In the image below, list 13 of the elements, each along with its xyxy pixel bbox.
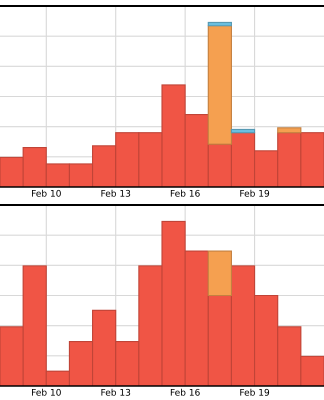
x-tick-label: Feb 13 [101, 190, 130, 197]
x-tick-label: Feb 16 [170, 190, 200, 197]
bar [230, 128, 256, 134]
bar [277, 127, 302, 134]
x-tick-label: Feb 13 [101, 388, 130, 396]
x-tick-label: Feb 16 [170, 388, 200, 396]
bar [208, 250, 232, 296]
bar [208, 25, 232, 145]
x-tick-label: Feb 10 [32, 190, 61, 197]
x-tick-label: Feb 19 [240, 388, 270, 396]
x-tick-label: Feb 10 [32, 388, 61, 396]
x-tick-label: Feb 19 [240, 190, 270, 197]
bar [208, 22, 232, 26]
